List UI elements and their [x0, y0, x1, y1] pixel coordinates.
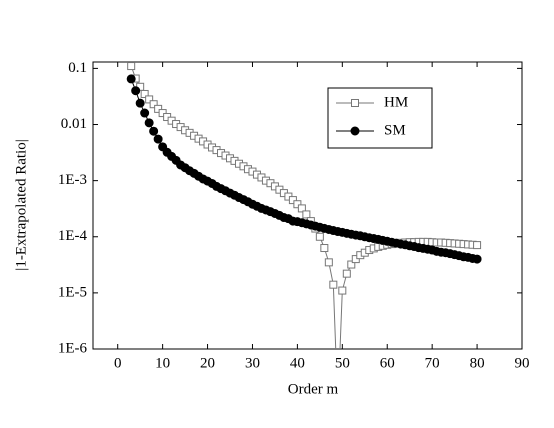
data-point — [131, 86, 141, 96]
data-point — [297, 204, 306, 213]
legend-marker — [350, 126, 360, 136]
data-point — [472, 254, 482, 264]
x-tick-label: 20 — [200, 355, 215, 371]
x-tick-label: 80 — [470, 355, 485, 371]
data-point — [473, 241, 482, 250]
x-axis-label: Order m — [288, 381, 339, 397]
data-point — [315, 232, 324, 241]
data-point — [293, 200, 302, 209]
legend: HM SM — [327, 87, 433, 149]
data-point — [144, 118, 154, 128]
data-point — [149, 100, 158, 109]
data-point — [145, 95, 154, 104]
data-point — [342, 269, 351, 278]
data-point — [320, 244, 329, 253]
data-point — [347, 260, 356, 269]
data-point — [329, 280, 338, 289]
x-tick-label: 50 — [335, 355, 350, 371]
plot-frame — [92, 61, 523, 350]
data-point — [135, 98, 145, 108]
x-tick-label: 90 — [515, 355, 530, 371]
legend-label: SM — [384, 122, 406, 138]
y-tick-label: 1E-5 — [58, 284, 87, 300]
x-tick-label: 70 — [425, 355, 440, 371]
data-point — [126, 74, 136, 84]
x-tick-label: 30 — [245, 355, 260, 371]
y-tick-label: 1E-3 — [58, 172, 87, 188]
y-tick-label: 1E-6 — [58, 340, 88, 356]
x-tick-label: 60 — [380, 355, 395, 371]
data-point — [288, 196, 297, 205]
data-point — [140, 108, 150, 118]
data-point — [302, 210, 311, 219]
legend-box — [327, 87, 433, 149]
y-tick-label: 1E-4 — [58, 228, 88, 244]
data-point — [153, 134, 163, 144]
y-axis-label: |1-Extrapolated Ratio| — [13, 139, 29, 270]
data-point — [149, 126, 159, 136]
legend-label: HM — [384, 94, 408, 110]
data-point — [140, 89, 149, 98]
x-tick-label: 0 — [114, 355, 122, 371]
data-point — [127, 62, 136, 71]
y-tick-label: 0.01 — [61, 116, 87, 132]
plot-area — [126, 62, 482, 409]
data-point — [324, 258, 333, 267]
data-point — [154, 104, 163, 113]
x-tick-label: 10 — [155, 355, 170, 371]
x-tick-label: 40 — [290, 355, 305, 371]
legend-marker — [351, 99, 359, 107]
y-tick-label: 0.1 — [68, 60, 87, 76]
data-point — [338, 286, 347, 295]
data-point — [334, 402, 341, 409]
